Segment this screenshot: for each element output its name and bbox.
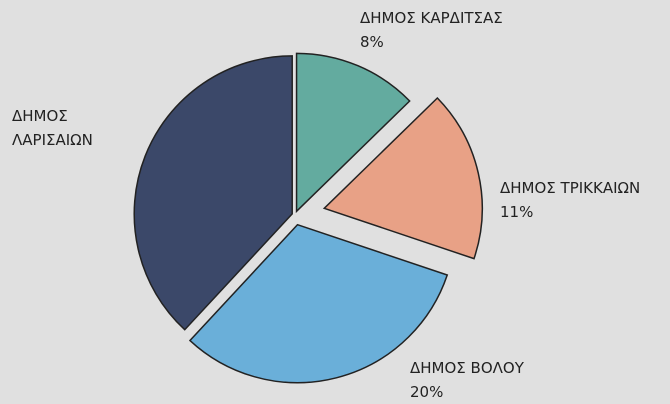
category-label: ΔΗΜΟΣ ΛΑΡΙΣΑΙΩΝ (12, 107, 93, 149)
value-label: 20% (410, 383, 444, 401)
value-label: 8% (360, 33, 384, 51)
category-label: ΔΗΜΟΣ ΒΟΛΟΥ (410, 359, 524, 377)
pie-slice (188, 223, 449, 384)
pie-slice (322, 96, 483, 260)
slice-label: ΔΗΜΟΣ ΛΑΡΙΣΑΙΩΝ (12, 104, 122, 152)
category-label: ΔΗΜΟΣ ΤΡΙΚΚΑΙΩΝ (500, 179, 641, 197)
pie-slice (295, 52, 411, 214)
pie-slice (133, 55, 293, 331)
slice-label: ΔΗΜΟΣ ΤΡΙΚΚΑΙΩΝ 11% (500, 176, 670, 224)
slice-label: ΔΗΜΟΣ ΚΑΡΔΙΤΣΑΣ 8% (360, 6, 580, 54)
category-label: ΔΗΜΟΣ ΚΑΡΔΙΤΣΑΣ (360, 9, 503, 27)
slice-label: ΔΗΜΟΣ ΒΟΛΟΥ 20% (410, 356, 610, 404)
value-label: 11% (500, 203, 534, 221)
